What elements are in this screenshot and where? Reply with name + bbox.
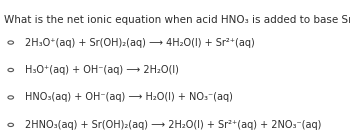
Text: 2HNO₃(aq) + Sr(OH)₂(aq) ⟶ 2H₂O(l) + Sr²⁺(aq) + 2NO₃⁻(aq): 2HNO₃(aq) + Sr(OH)₂(aq) ⟶ 2H₂O(l) + Sr²⁺… <box>25 120 321 130</box>
Text: What is the net ionic equation when acid HNO₃ is added to base Sr(OH)₂?: What is the net ionic equation when acid… <box>4 15 350 25</box>
Text: 2H₃O⁺(aq) + Sr(OH)₂(aq) ⟶ 4H₂O(l) + Sr²⁺(aq): 2H₃O⁺(aq) + Sr(OH)₂(aq) ⟶ 4H₂O(l) + Sr²⁺… <box>25 38 254 48</box>
Text: H₃O⁺(aq) + OH⁻(aq) ⟶ 2H₂O(l): H₃O⁺(aq) + OH⁻(aq) ⟶ 2H₂O(l) <box>25 65 178 75</box>
Text: HNO₃(aq) + OH⁻(aq) ⟶ H₂O(l) + NO₃⁻(aq): HNO₃(aq) + OH⁻(aq) ⟶ H₂O(l) + NO₃⁻(aq) <box>25 92 233 102</box>
